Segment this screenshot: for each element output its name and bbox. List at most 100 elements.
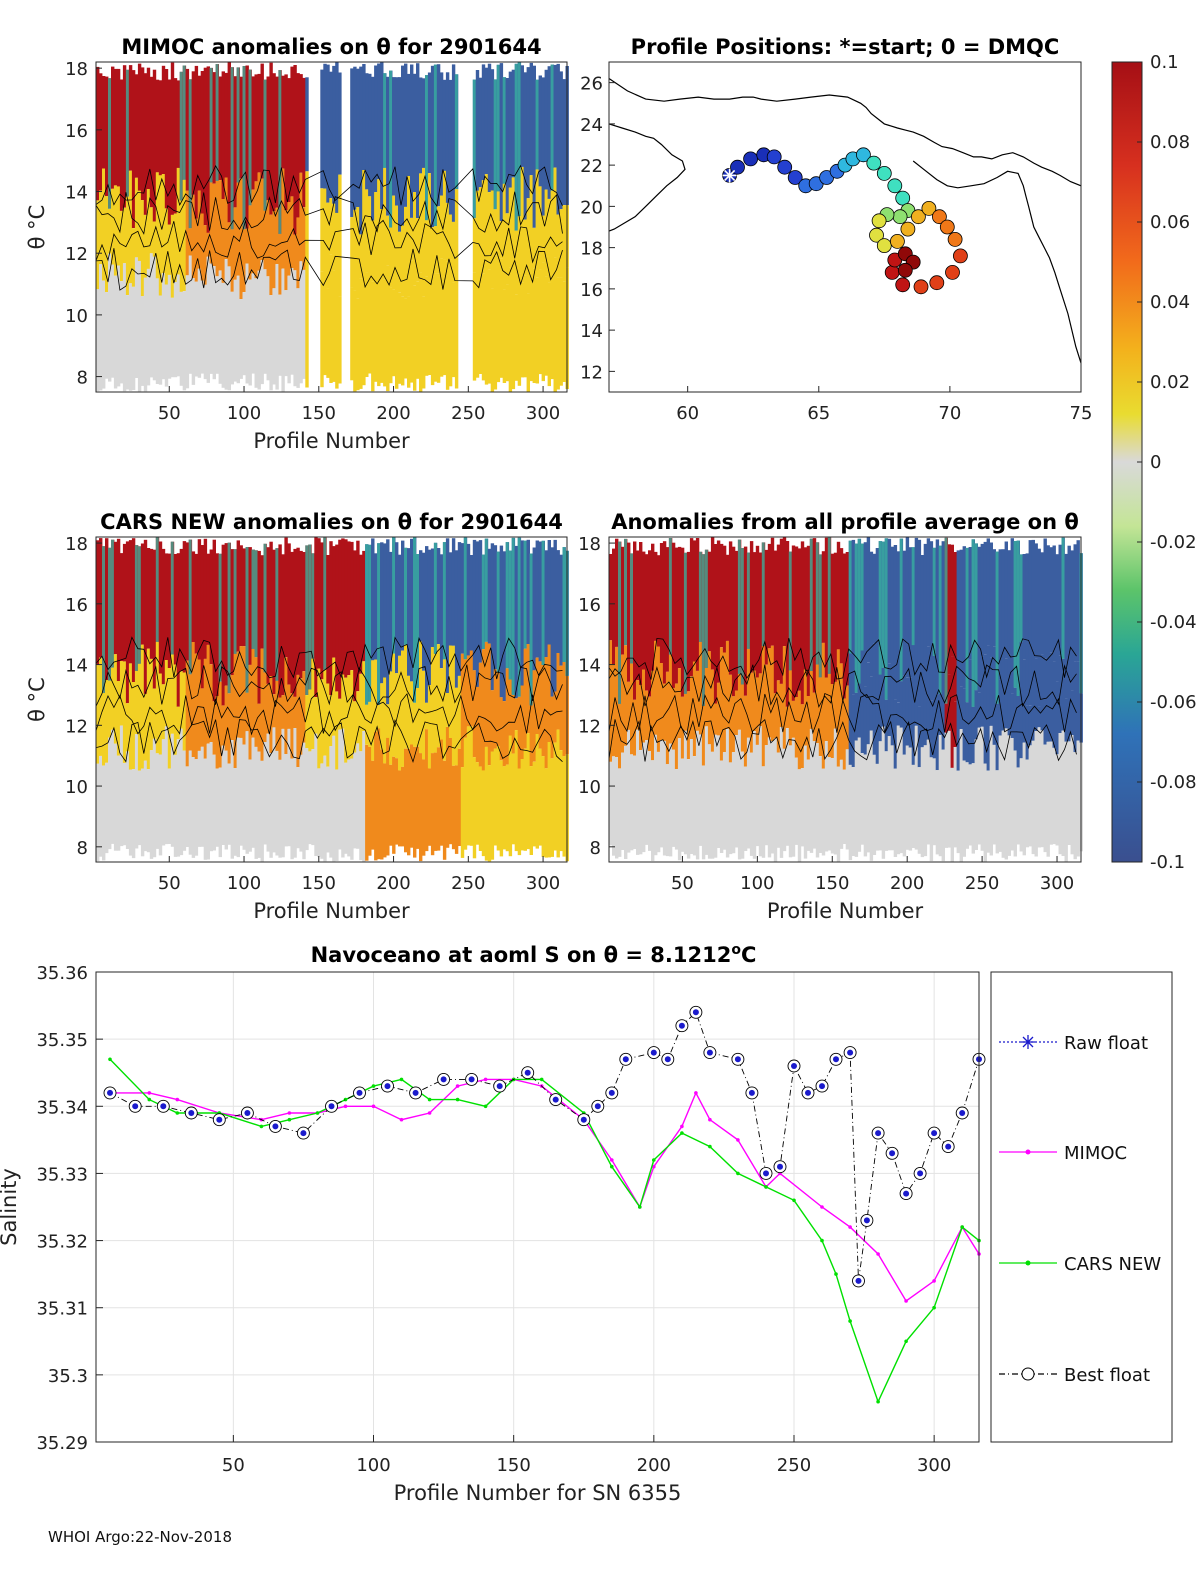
heat-cell (454, 550, 459, 688)
x-tick-label: 100 (356, 1455, 390, 1476)
heat-cell (553, 64, 557, 168)
heat-cell (212, 183, 216, 266)
heat-cell (395, 77, 399, 206)
heat-cell (329, 71, 333, 199)
heat-cell (487, 643, 492, 766)
heat-cell (905, 745, 910, 850)
heat-cell (914, 537, 919, 665)
heat-streak (809, 538, 813, 671)
heat-cell (221, 745, 225, 845)
heat-cell (562, 281, 566, 382)
heat-cell (556, 653, 560, 730)
y-tick-label: 35.33 (36, 1164, 88, 1185)
y-axis-label: θ °C (25, 677, 49, 722)
heat-cell (131, 70, 136, 229)
heat-cell (296, 217, 300, 289)
y-tick-label: 35.32 (36, 1232, 88, 1253)
heat-cell (839, 548, 844, 664)
heat-streak (111, 539, 114, 668)
profile-position-marker (895, 190, 911, 206)
heat-cell (830, 684, 835, 759)
heat-cell (359, 673, 363, 752)
heat-cell (677, 546, 682, 669)
heat-streak (263, 543, 267, 673)
heat-cell (475, 264, 480, 378)
heat-cell (547, 282, 551, 387)
heat-cell (689, 739, 694, 854)
series-point (343, 1104, 348, 1109)
heat-cell (541, 665, 545, 757)
heat-streak (218, 553, 222, 682)
heat-cell (383, 677, 387, 764)
heat-cell (197, 750, 202, 847)
heat-cell (553, 691, 557, 743)
heat-cell (200, 280, 205, 374)
x-tick-label: 100 (740, 873, 774, 894)
heat-cell (215, 768, 219, 847)
heat-cell (983, 763, 987, 862)
heat-cell (445, 72, 450, 203)
heat-streak (881, 541, 885, 668)
heat-cell (671, 749, 676, 847)
heat-cell (401, 296, 405, 386)
heat-cell (155, 753, 160, 849)
heat-cell (326, 64, 330, 203)
heat-cell (272, 727, 276, 853)
heat-cell (111, 188, 115, 265)
heat-cell (344, 762, 348, 854)
heat-cell (442, 79, 447, 171)
heat-cell (968, 659, 972, 765)
heat-cell (344, 539, 348, 678)
heat-cell (368, 262, 372, 374)
heat-cell (707, 744, 712, 859)
heat-cell (215, 553, 219, 696)
heat-cell (547, 742, 551, 858)
raw-float-marker (777, 1163, 783, 1170)
heat-cell (356, 691, 360, 744)
heat-cell (433, 226, 438, 274)
heat-cell (695, 670, 700, 731)
series-point (904, 1339, 908, 1344)
heat-cell (233, 279, 237, 382)
heat-cell (938, 693, 943, 735)
heat-cell (308, 689, 312, 752)
heat-cell (323, 291, 327, 376)
x-tick-label: 200 (376, 403, 410, 424)
y-tick-label: 16 (578, 595, 601, 616)
heat-cell (550, 273, 554, 380)
heat-cell (236, 275, 240, 384)
heat-cell (146, 648, 151, 770)
heat-cell (992, 744, 996, 845)
heat-cell (176, 274, 181, 377)
heat-cell (953, 701, 957, 747)
heat-cell (227, 693, 231, 764)
heat-cell (329, 198, 333, 255)
heat-cell (487, 269, 492, 384)
heat-cell (383, 763, 387, 858)
heat-cell (980, 656, 984, 727)
heat-cell (167, 768, 172, 844)
heat-cell (848, 764, 853, 861)
heat-cell (1019, 642, 1023, 759)
heat-cell (380, 683, 384, 750)
heat-cell (116, 265, 121, 387)
heat-cell (254, 746, 258, 859)
heat-cell (1061, 658, 1065, 731)
heat-cell (155, 278, 160, 384)
heat-cell (559, 665, 563, 750)
heat-streak (737, 539, 741, 674)
heat-cell (830, 758, 835, 854)
heat-cell (731, 546, 736, 697)
heat-cell (612, 756, 616, 856)
heat-cell (407, 296, 411, 388)
heat-cell (134, 74, 139, 178)
legend-label: Best float (1064, 1365, 1150, 1386)
raw-float-marker (594, 1103, 601, 1110)
heat-cell (1067, 545, 1071, 679)
heat-cell (161, 739, 166, 846)
heat-cell (416, 63, 420, 219)
heat-cell (902, 754, 907, 857)
heat-cell (680, 758, 685, 852)
heat-cell (425, 546, 429, 703)
heat-cell (803, 745, 808, 859)
